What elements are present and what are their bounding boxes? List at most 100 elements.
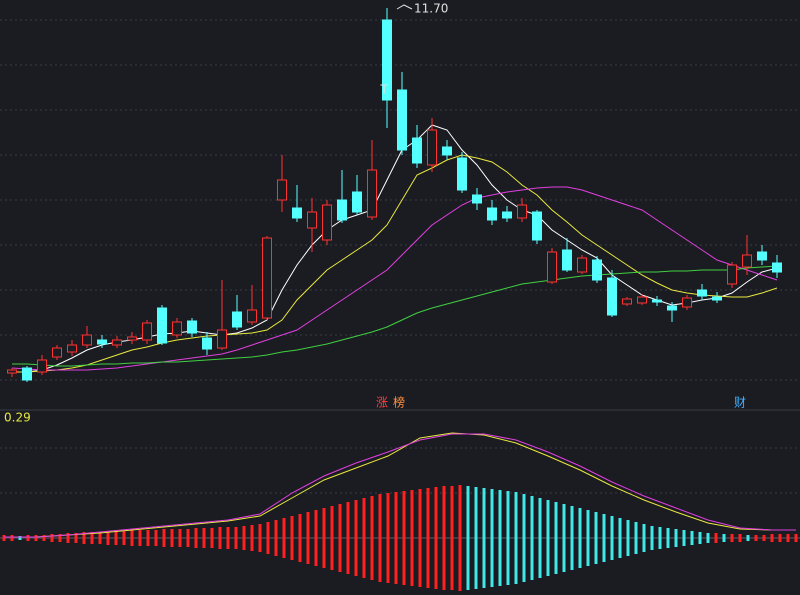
candle-body [442, 146, 452, 156]
candle-body [382, 19, 392, 101]
candle-body [532, 211, 542, 241]
candle-body [127, 336, 137, 341]
macd-bar [170, 529, 174, 547]
macd-bar [202, 528, 206, 548]
macd-bar [74, 533, 78, 543]
candle-body [607, 277, 617, 316]
candle-body [652, 299, 662, 303]
macd-bar [770, 534, 774, 542]
macd-bar [250, 525, 254, 551]
macd-bar [434, 487, 438, 589]
macd-bar [114, 531, 118, 545]
candle-body [412, 137, 422, 164]
macd-bar [738, 534, 742, 542]
macd-bar [386, 493, 390, 583]
macd-bar [346, 502, 350, 574]
macd-bar [418, 489, 422, 587]
macd-bar [410, 490, 414, 586]
macd-bar [714, 533, 718, 543]
macd-bar [626, 520, 630, 556]
macd-bar [178, 529, 182, 547]
candle-body [592, 259, 602, 281]
macd-bar [698, 532, 702, 544]
ma-line [12, 154, 778, 373]
macd-bar [746, 535, 750, 541]
candle-body [352, 191, 362, 213]
macd-bar [722, 534, 726, 542]
annotation: 涨 [376, 395, 388, 410]
candle-body [757, 251, 767, 261]
macd-bar [210, 528, 214, 548]
candle-body [427, 129, 437, 166]
candle-body [547, 251, 557, 283]
macd-bar [194, 528, 198, 548]
macd-bar [426, 488, 430, 588]
candle-body [292, 207, 302, 219]
macd-bar [122, 531, 126, 545]
candle-body [742, 254, 752, 268]
macd-line [4, 433, 796, 538]
macd-bar [706, 533, 710, 543]
macd-bar [690, 531, 694, 545]
candle-body [322, 204, 332, 241]
ma-line [12, 124, 778, 373]
macd-bar [586, 510, 590, 566]
macd-bar [234, 527, 238, 549]
macd-bar [338, 504, 342, 572]
candle-body [667, 305, 677, 311]
candle-body [7, 369, 17, 374]
macd-bar [546, 500, 550, 576]
macd-bar [794, 534, 798, 542]
macd-bar [330, 506, 334, 570]
candle-body [277, 179, 287, 201]
macd-bar [498, 490, 502, 586]
candle-body [157, 307, 167, 344]
candle-body [97, 339, 107, 345]
macd-bar [354, 500, 358, 576]
macd-bar [578, 508, 582, 568]
candle-body [472, 194, 482, 204]
candle-body [397, 89, 407, 151]
macd-bar [362, 498, 366, 578]
macd-bar [602, 514, 606, 562]
macd-bar [26, 535, 30, 541]
candle-body [637, 296, 647, 304]
candle-body [502, 211, 512, 219]
candle-body [697, 289, 707, 297]
candle-body [22, 367, 32, 381]
macd-bar [754, 535, 758, 541]
macd-bar [570, 506, 574, 570]
macd-bar [650, 526, 654, 550]
candle-body [52, 347, 62, 358]
candle-body [772, 262, 782, 273]
macd-bar [98, 532, 102, 544]
macd-bar [154, 530, 158, 546]
candle-body [367, 169, 377, 218]
candle-body [577, 257, 587, 273]
candle-body [232, 311, 242, 328]
macd-bar [186, 529, 190, 547]
macd-bar [306, 512, 310, 564]
macd-line [4, 432, 796, 538]
macd-bar [562, 504, 566, 572]
macd-bar [138, 530, 142, 546]
annotation: 财 [734, 396, 746, 410]
macd-bar [658, 527, 662, 549]
candle-body [457, 157, 467, 191]
candle-body [247, 309, 257, 323]
ma-line [12, 265, 778, 367]
candle-body [112, 339, 122, 346]
candle-body [682, 297, 692, 308]
macd-bar [450, 486, 454, 590]
macd-bar [458, 485, 462, 591]
macd-bar [66, 533, 70, 543]
macd-bar [530, 496, 534, 580]
macd-bar [466, 486, 470, 590]
macd-bar [682, 530, 686, 546]
candle-body [202, 337, 212, 350]
macd-bar [378, 494, 382, 582]
macd-bar [514, 492, 518, 584]
candle-body [187, 320, 197, 334]
macd-bar [42, 535, 46, 541]
macd-bar [130, 530, 134, 546]
